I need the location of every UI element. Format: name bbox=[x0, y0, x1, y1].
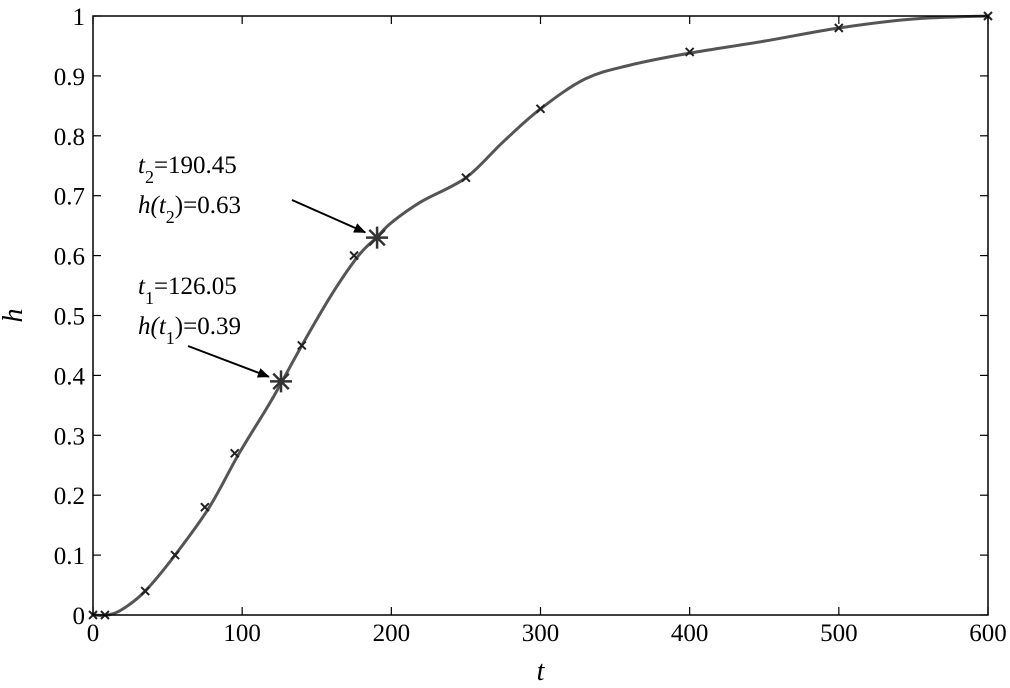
highlight-star-marker bbox=[270, 370, 293, 393]
x-tick-label: 0 bbox=[87, 620, 100, 647]
data-point-marker bbox=[461, 173, 471, 183]
x-tick-label: 200 bbox=[373, 620, 411, 647]
y-axis-ticks: 0 0.1 0.2 0.3 0.4 0.5 0.6 0.7 0.8 0.9 1 bbox=[54, 4, 988, 630]
x-tick-label: 500 bbox=[820, 620, 858, 647]
y-tick-label: 1 bbox=[73, 4, 86, 31]
highlight-star-marker bbox=[366, 226, 389, 249]
annotation-h-label: h(t1)=0.39 bbox=[138, 313, 241, 348]
y-tick-label: 0.4 bbox=[54, 363, 86, 390]
x-tick-label: 300 bbox=[522, 620, 560, 647]
annotation-h-var: t bbox=[159, 192, 167, 219]
annotation-arrow bbox=[291, 199, 367, 234]
annotation-subscript: 1 bbox=[145, 288, 154, 308]
annotation-h-prefix: h( bbox=[138, 313, 161, 340]
x-tick-label: 100 bbox=[223, 620, 261, 647]
annotation-h-subscript: 2 bbox=[166, 207, 175, 227]
data-point-marker bbox=[200, 502, 210, 512]
y-tick-label: 0.2 bbox=[54, 483, 85, 510]
annotation-h-prefix: h( bbox=[138, 192, 161, 219]
x-tick-label: 400 bbox=[671, 620, 709, 647]
y-tick-label: 0.8 bbox=[54, 124, 85, 151]
x-axis-ticks: 0 100 200 300 400 500 600 bbox=[87, 16, 1007, 647]
y-tick-label: 0.9 bbox=[54, 64, 85, 91]
y-tick-label: 0 bbox=[73, 603, 86, 630]
data-point-marker bbox=[684, 47, 695, 57]
plot-frame bbox=[92, 15, 989, 616]
annotation-subscript: 2 bbox=[145, 167, 154, 187]
y-tick-label: 0.3 bbox=[54, 423, 85, 450]
annotation-var: t bbox=[138, 152, 146, 179]
annotation-t-value: =190.45 bbox=[154, 152, 237, 179]
x-tick-label: 600 bbox=[969, 620, 1007, 647]
data-point-marker bbox=[297, 340, 307, 351]
x-axis-label: t bbox=[537, 656, 546, 687]
annotation-t-value: =126.05 bbox=[154, 273, 237, 300]
data-point-marker bbox=[230, 448, 240, 458]
data-point-marker bbox=[170, 550, 180, 560]
y-tick-label: 0.7 bbox=[54, 184, 85, 211]
data-point-marker bbox=[140, 586, 150, 596]
annotation-h-value: )=0.39 bbox=[175, 313, 241, 340]
annotation-arrow bbox=[187, 345, 270, 378]
annotation-t-label: t2=190.45 bbox=[138, 152, 237, 187]
annotation-h-subscript: 1 bbox=[166, 328, 175, 348]
annotation-t-label: t1=126.05 bbox=[138, 273, 237, 308]
annotation-var: t bbox=[138, 273, 146, 300]
data-point-marker bbox=[834, 23, 844, 33]
y-tick-label: 0.1 bbox=[54, 543, 85, 570]
y-axis-label: h bbox=[0, 309, 29, 323]
annotation-h-var: t bbox=[159, 313, 167, 340]
data-point-marker bbox=[349, 250, 359, 261]
annotation-h-value: )=0.63 bbox=[175, 192, 241, 219]
annotation-h-label: h(t2)=0.63 bbox=[138, 192, 241, 227]
data-point-marker bbox=[535, 104, 546, 114]
y-tick-label: 0.5 bbox=[54, 304, 85, 331]
y-tick-label: 0.6 bbox=[54, 244, 85, 271]
